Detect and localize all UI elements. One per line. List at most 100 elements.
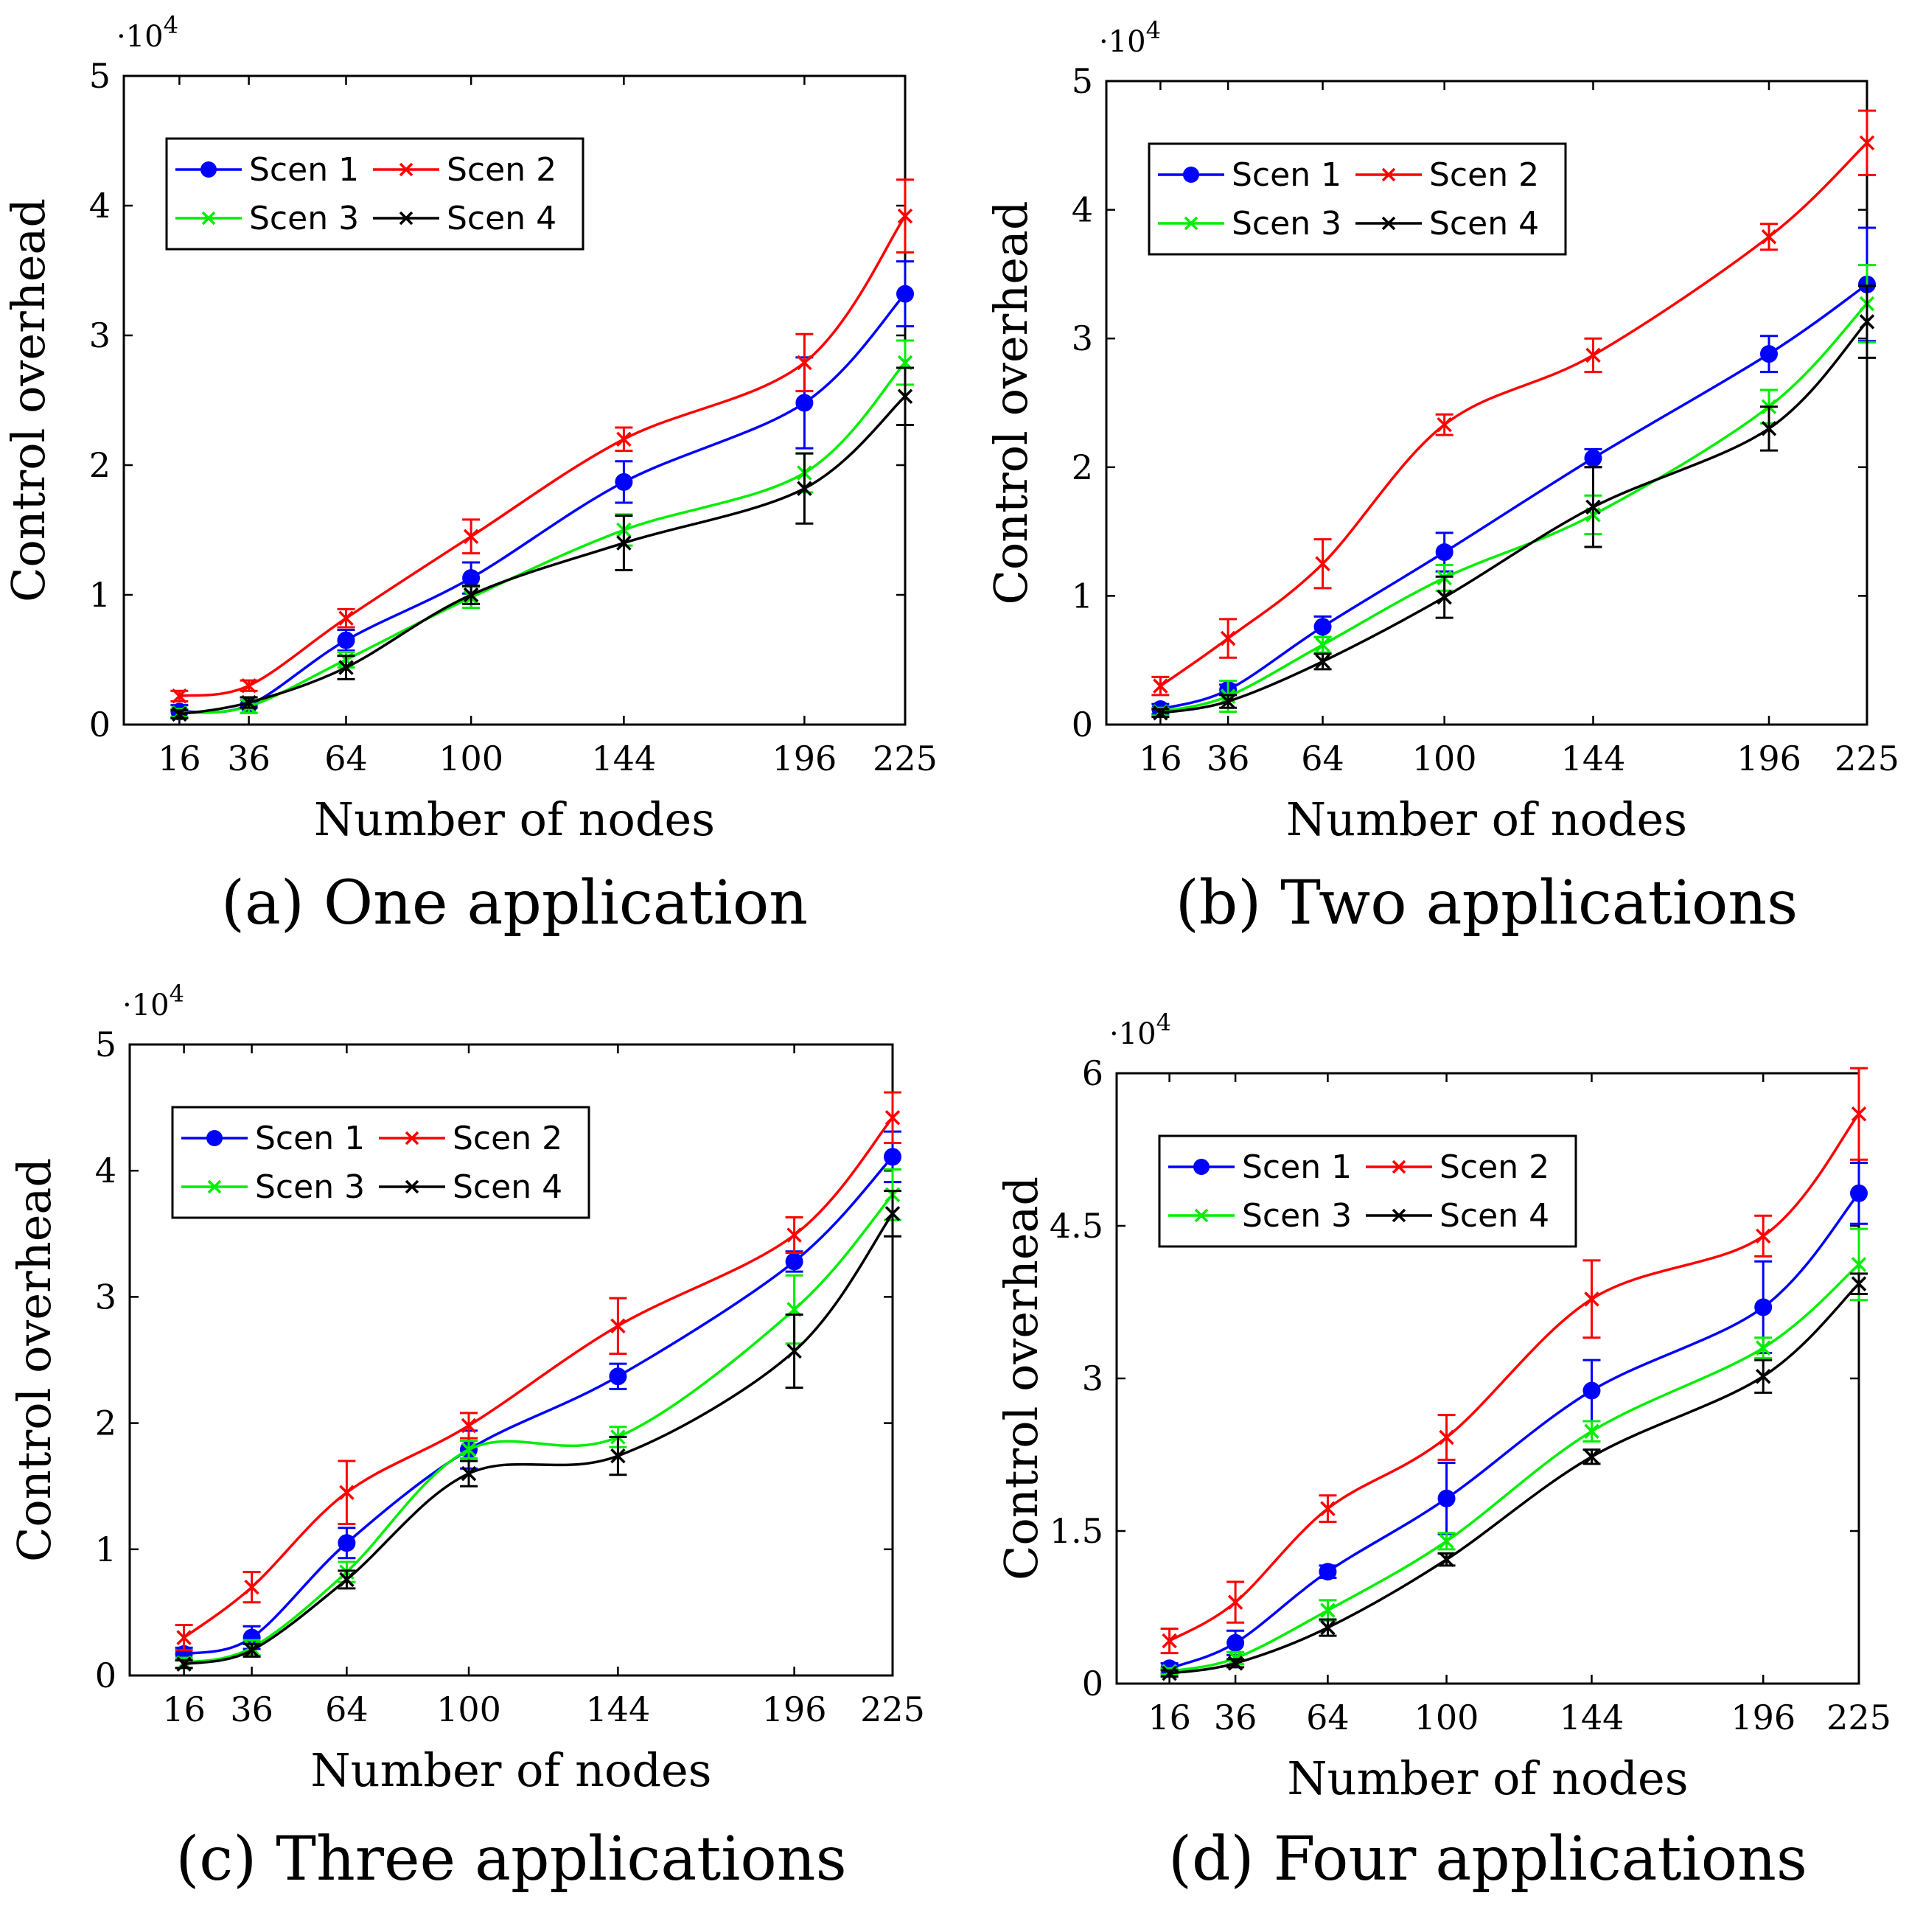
y-tick-label: 2 [95,1403,116,1443]
marker-stroke [1584,1291,1599,1307]
data-point [786,1227,802,1243]
legend-marker [1183,167,1199,183]
y-tick-label: 0 [89,705,111,744]
data-point [462,569,481,587]
data-point [610,1318,626,1334]
marker-stroke [1859,314,1875,329]
marker-stroke [244,1642,259,1658]
y-multiplier-exponent: 4 [1156,1008,1171,1036]
series-line-scen-4 [1160,321,1868,715]
legend [1148,142,1567,256]
legend-marker [399,162,413,177]
x-axis-label: Number of nodes [1287,1751,1688,1805]
legend-marker [1381,216,1396,231]
chart-panel: 0 1.5 3 4.5 6 16 36 64 100 144 196 225 ·104 Number of… [994,1008,1891,1894]
legend-entry: Scen 4 [379,1168,562,1206]
y-multiplier: ·104 [1109,1008,1171,1051]
data-point [786,1343,802,1359]
x-tick-label: 100 [1414,1698,1479,1737]
legend-marker [206,1130,223,1146]
marker-stroke [339,1485,355,1500]
marker-stroke [616,431,632,447]
marker-stroke [1315,637,1330,652]
x-tick-label: 36 [1207,739,1250,778]
x-tick-label: 36 [227,739,271,778]
plot-area [128,1043,894,1677]
x-tick-label: 16 [158,739,201,778]
data-point [1227,1656,1243,1671]
data-point [1162,1665,1177,1681]
data-point [616,431,632,447]
marker-stroke [1439,1429,1454,1445]
marker-stroke [1437,416,1452,433]
data-point [1435,543,1453,562]
legend-entry: Scen 3 [1158,205,1341,243]
y-multiplier-base: ·10 [1109,1017,1156,1051]
series-line-scen-1 [1168,1192,1860,1670]
legend [1158,1134,1577,1248]
data-point [1313,618,1332,636]
marker-stroke [338,660,354,675]
data-point [339,1572,355,1588]
data-point [897,388,913,404]
x-tick-label: 196 [762,1689,827,1729]
legend-entry: Scen 2 [1355,156,1539,194]
legend-marker [405,1131,419,1145]
marker-stroke [244,1579,259,1595]
chart-caption: (a) One application [221,868,808,938]
y-tick-label: 0 [95,1656,116,1695]
legend-entry: Scen 2 [1366,1148,1549,1186]
legend-label: Scen 2 [1429,156,1539,194]
data-point [1439,1552,1454,1567]
data-point [1754,1298,1773,1317]
legend-label: Scen 3 [249,200,359,237]
series-line-scen-4 [184,1213,894,1666]
data-point [884,1148,901,1166]
data-point [1584,449,1602,467]
x-axis-label: Number of nodes [1286,792,1687,846]
data-point [1761,421,1777,436]
data-point [797,481,812,496]
marker-stroke [1220,630,1236,646]
marker-stroke [463,587,479,603]
legend-label: Scen 2 [453,1120,562,1157]
y-tick-label: 6 [1082,1053,1103,1093]
data-point [610,1448,626,1464]
data-point [461,1465,477,1482]
y-tick-label: 1 [1072,576,1093,615]
marker-stroke [1859,135,1875,151]
series-line-scen-1 [1159,283,1868,711]
y-tick-label: 0 [1072,705,1093,744]
y-tick-label: 3 [89,315,111,355]
marker-stroke [786,1343,802,1359]
marker-stroke [1315,654,1330,669]
data-point [797,355,812,371]
data-point [241,677,256,694]
y-tick-label: 4 [95,1151,116,1190]
data-point [884,1206,901,1221]
x-tick-label: 36 [1214,1698,1257,1737]
data-point [1320,1501,1336,1516]
data-point [795,394,814,412]
series-line-scen-4 [179,395,907,716]
data-point [1315,637,1330,652]
marker-stroke [797,481,812,496]
chart-caption: (b) Two applications [1176,868,1798,938]
data-point [463,529,479,545]
marker-stroke [463,529,479,545]
data-point [241,694,256,711]
data-point [1755,1369,1771,1384]
marker-stroke [897,388,913,404]
marker-stroke [1227,1656,1243,1671]
data-point [1320,1619,1336,1636]
marker-stroke [172,688,187,704]
legend-entry: Scen 1 [1168,1148,1352,1186]
x-axis-label: Number of nodes [314,792,715,846]
x-tick-label: 225 [873,739,938,778]
legend-label: Scen 4 [1439,1197,1549,1235]
x-tick-label: 144 [1560,1698,1624,1737]
data-point [1851,1276,1867,1291]
marker-stroke [610,1318,626,1334]
data-point [897,208,913,224]
x-tick-label: 144 [591,739,656,778]
